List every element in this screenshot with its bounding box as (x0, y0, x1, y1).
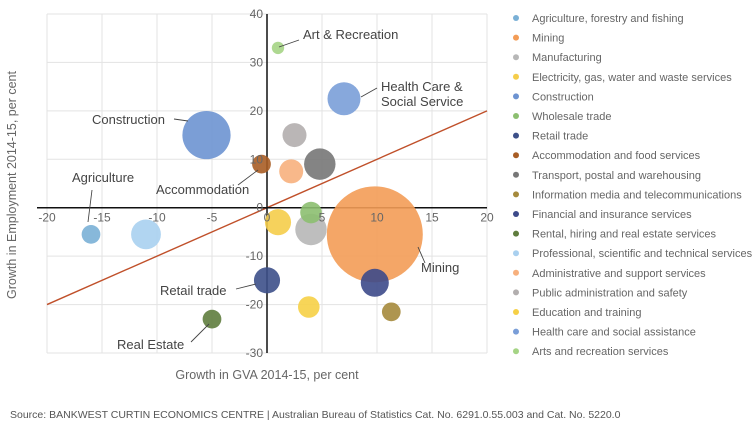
bubble-electricity-gas-water-and-waste-services (264, 209, 292, 236)
legend-marker (513, 289, 519, 296)
y-axis-title: Growth in Employment 2014-15, per cent (5, 71, 19, 299)
x-tick-label: -15 (93, 211, 111, 225)
x-tick-label: 10 (370, 211, 384, 225)
legend-label: Electricity, gas, water and waste servic… (532, 72, 732, 84)
legend-marker (513, 230, 519, 237)
x-tick-label: 20 (480, 211, 494, 225)
bubble-construction (182, 110, 231, 160)
legend-marker (513, 250, 519, 257)
bubble-professional-scientific-and-technical-services (131, 219, 161, 250)
legend-label: Rental, hiring and real estate services (532, 229, 717, 241)
annotation-leader (237, 169, 259, 186)
bubble-health-care-and-social-assistance (327, 82, 361, 116)
bubble-manufacturing (295, 213, 327, 246)
legend-label: Arts and recreation services (532, 346, 669, 358)
legend-label: Accommodation and food services (532, 150, 701, 162)
legend-marker (513, 93, 519, 100)
legend-label: Information media and telecommunications (532, 189, 742, 201)
legend-label: Agriculture, forestry and fishing (532, 13, 684, 25)
y-tick-label: 0 (256, 201, 263, 215)
legend-marker (513, 132, 519, 139)
bubble-information-media-and-telecommunications (381, 302, 401, 322)
legend: Agriculture, forestry and fishing Mining M… (513, 13, 753, 358)
legend-label: Mining (532, 33, 564, 45)
annotation-leader (173, 118, 189, 122)
bubble-financial-and-insurance-services (360, 268, 389, 297)
annotation-label: Accommodation (156, 182, 249, 197)
legend-marker (513, 15, 519, 21)
bubble-education-and-training (298, 296, 320, 318)
annotation-label: Real Estate (117, 337, 184, 352)
bubble-transport-postal-and-warehousing (304, 148, 336, 180)
x-tick-label: 15 (425, 211, 439, 225)
legend-marker (513, 211, 519, 217)
legend-label: Administrative and support services (532, 268, 706, 280)
bubble-administrative-and-support-services (279, 159, 304, 184)
legend-marker (513, 73, 519, 80)
y-tick-label: 30 (250, 55, 264, 69)
legend-label: Public administration and safety (532, 287, 688, 299)
annotation-label: Construction (92, 112, 165, 127)
annotation-leader (360, 87, 378, 98)
legend-label: Retail trade (532, 131, 588, 143)
legend-label: Wholesale trade (532, 111, 612, 123)
annotation-label: Art & Recreation (303, 27, 398, 42)
bubble-mining (326, 186, 423, 283)
x-tick-label: -10 (148, 211, 166, 225)
source-note: Source: BANKWEST CURTIN ECONOMICS CENTRE… (10, 409, 621, 421)
y-tick-label: 20 (250, 104, 264, 118)
y-tick-label: -20 (246, 298, 264, 312)
x-axis-title: Growth in GVA 2014-15, per cent (175, 368, 359, 382)
legend-label: Financial and insurance services (532, 209, 692, 221)
bubble-accommodation-and-food-services (252, 154, 271, 174)
annotation-label: Health Care & (381, 79, 463, 94)
bubble-wholesale-trade (300, 201, 322, 224)
x-tick-label: -5 (207, 211, 218, 225)
legend-marker (513, 269, 519, 276)
annotation-label: Social Service (381, 94, 463, 109)
annotation-leader (87, 189, 93, 223)
annotation-leader (417, 246, 426, 264)
legend-marker (513, 191, 519, 198)
annotation-leader (235, 283, 257, 290)
bubble-agriculture-forestry-and-fishing (81, 224, 101, 244)
legend-label: Transport, postal and warehousing (532, 170, 701, 182)
legend-marker (513, 152, 519, 159)
bubble-arts-and-recreation-services (271, 41, 285, 55)
legend-label: Manufacturing (532, 52, 602, 64)
legend-marker (513, 171, 519, 178)
annotations: Art & Recreation Health Care &Social Serv… (72, 27, 463, 352)
legend-marker (513, 309, 519, 315)
y-tick-label: 40 (250, 7, 264, 21)
annotation-label: Retail trade (160, 283, 226, 298)
y-tick-label: 10 (250, 152, 264, 166)
legend-label: Education and training (532, 307, 641, 319)
legend-marker (513, 348, 519, 355)
bubble-public-administration-and-safety (282, 123, 307, 148)
y-tick-label: -30 (246, 346, 264, 360)
legend-label: Professional, scientific and technical s… (532, 248, 753, 260)
annotation-leader (190, 323, 210, 343)
legend-marker (513, 54, 519, 61)
x-tick-label: 5 (319, 211, 326, 225)
bubbles (81, 41, 423, 329)
legend-label: Health care and social assistance (532, 327, 696, 339)
x-tick-label: 0 (264, 211, 271, 225)
legend-marker (513, 328, 519, 335)
tick-labels: -20 -15 -10 -5 0 5 10 15 20 -30 -20 -10 0 10 20 30 40 (38, 7, 494, 360)
legend-marker (513, 113, 519, 119)
legend-marker (513, 34, 519, 41)
bubble-rental-hiring-and-real-estate-services (202, 309, 222, 329)
legend-label: Construction (532, 91, 594, 103)
bubble-retail-trade (253, 267, 281, 294)
annotation-leader (278, 39, 300, 48)
annotation-label: Mining (421, 260, 459, 275)
x-tick-label: -20 (38, 211, 56, 225)
annotation-label: Agriculture (72, 170, 134, 185)
y-tick-label: -10 (246, 249, 264, 263)
